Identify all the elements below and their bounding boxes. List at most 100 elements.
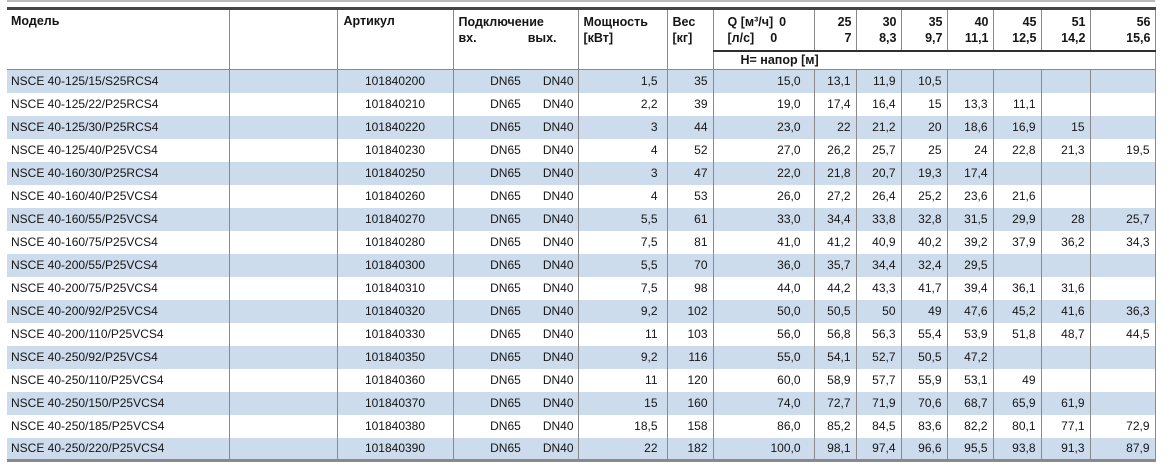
- conn-out-value: DN40: [542, 281, 574, 295]
- connection-cell: DN65 DN40: [453, 345, 579, 369]
- article-cell: 101840230: [337, 138, 454, 162]
- weight-cell: 103: [667, 322, 714, 346]
- connection-outlet-label: вых.: [527, 31, 557, 45]
- table-row: NSCE 40-200/92/P25VCS4 101840320 DN65 DN40 9…: [7, 299, 1156, 323]
- col-header-flow-25: 25 7: [814, 8, 857, 51]
- head-cell: 18,6: [947, 115, 994, 139]
- head-cell: 51,8: [993, 322, 1042, 346]
- flow-ls-value: 14,2: [1061, 31, 1086, 45]
- conn-in-value: DN65: [490, 419, 521, 433]
- head-cell: 37,9: [993, 230, 1042, 254]
- article-cell: 101840310: [337, 276, 454, 300]
- head-cell: 53,9: [947, 322, 994, 346]
- head-cell: 34,4: [814, 207, 857, 231]
- head-cell: 16,4: [856, 92, 902, 116]
- connection-cell: DN65 DN40: [453, 253, 579, 277]
- head-cell: 56,8: [814, 322, 857, 346]
- spacer-cell: [229, 138, 338, 162]
- weight-cell: 182: [667, 437, 714, 461]
- conn-in-value: DN65: [490, 97, 521, 111]
- article-cell: 101840360: [337, 368, 454, 392]
- flow-ls-label: [л/с]: [727, 31, 755, 45]
- head-cell: 27,2: [814, 184, 857, 208]
- flow-ls-value: 9,7: [925, 31, 943, 45]
- head-cell: 36,3: [1090, 299, 1156, 323]
- col-header-power: Мощность [кВт]: [578, 8, 668, 70]
- head-cell: 98,1: [814, 437, 857, 461]
- article-cell: 101840270: [337, 207, 454, 231]
- article-cell: 101840370: [337, 391, 454, 415]
- article-cell: 101840320: [337, 299, 454, 323]
- head-cell: [1090, 115, 1156, 139]
- head-cell: 25: [901, 138, 948, 162]
- conn-in-value: DN65: [490, 120, 521, 134]
- head-cell: 49: [901, 299, 948, 323]
- head-cell: [1090, 368, 1156, 392]
- head-cell: 41,7: [901, 276, 948, 300]
- article-cell: 101840280: [337, 230, 454, 254]
- flow-ls-value: 11,1: [964, 31, 989, 45]
- head-cell: 87,9: [1090, 437, 1156, 461]
- model-cell: NSCE 40-125/15/S25RCS4: [7, 69, 230, 93]
- head-cell: [1090, 276, 1156, 300]
- power-cell: 3: [578, 161, 668, 185]
- weight-cell: 120: [667, 368, 714, 392]
- head-cell: 95,5: [947, 437, 994, 461]
- head-cell: 20,7: [856, 161, 902, 185]
- power-cell: 11: [578, 368, 668, 392]
- model-cell: NSCE 40-250/110/P25VCS4: [7, 368, 230, 392]
- head-cell: 15: [901, 92, 948, 116]
- head-cell: [1090, 161, 1156, 185]
- head-q0-cell: 27,0: [713, 138, 815, 162]
- connection-inlet-label: вх.: [458, 31, 477, 45]
- head-cell: 33,8: [856, 207, 902, 231]
- model-cell: NSCE 40-200/110/P25VCS4: [7, 322, 230, 346]
- head-cell: 13,3: [947, 92, 994, 116]
- connection-label: Подключение: [458, 15, 544, 29]
- head-cell: 49: [993, 368, 1042, 392]
- head-cell: 26,4: [856, 184, 902, 208]
- head-q0-cell: 23,0: [713, 115, 815, 139]
- conn-out-value: DN40: [542, 74, 574, 89]
- connection-cell: DN65 DN40: [453, 69, 579, 93]
- article-cell: 101840350: [337, 345, 454, 369]
- col-header-flow-45: 45 12,5: [993, 8, 1042, 51]
- model-cell: NSCE 40-200/75/P25VCS4: [7, 276, 230, 300]
- flow-m3h-value: 45: [1022, 15, 1037, 29]
- table-row: NSCE 40-125/30/P25RCS4 101840220 DN65 DN40 3…: [7, 115, 1156, 139]
- conn-in-value: DN65: [490, 212, 521, 226]
- head-cell: 21,3: [1041, 138, 1091, 162]
- table-row: NSCE 40-125/40/P25VCS4 101840230 DN65 DN40 4…: [7, 138, 1156, 162]
- head-cell: 40,2: [901, 230, 948, 254]
- model-cell: NSCE 40-160/40/P25VCS4: [7, 184, 230, 208]
- head-cell: 39,4: [947, 276, 994, 300]
- conn-in-value: DN65: [490, 143, 521, 157]
- weight-cell: 98: [667, 276, 714, 300]
- power-cell: 4: [578, 138, 668, 162]
- weight-cell: 44: [667, 115, 714, 139]
- head-cell: 20: [901, 115, 948, 139]
- head-cell: [1041, 253, 1091, 277]
- flow-ls-value: 7: [844, 31, 852, 45]
- head-cell: 41,6: [1041, 299, 1091, 323]
- col-header-article: Артикул: [337, 8, 454, 70]
- model-cell: NSCE 40-125/30/P25RCS4: [7, 115, 230, 139]
- head-q0-cell: 100,0: [713, 437, 815, 461]
- head-cell: 36,2: [1041, 230, 1091, 254]
- col-header-flow-51: 51 14,2: [1041, 8, 1091, 51]
- head-q0-cell: 26,0: [713, 184, 815, 208]
- head-cell: 25,7: [856, 138, 902, 162]
- connection-cell: DN65 DN40: [453, 230, 579, 254]
- model-cell: NSCE 40-250/92/P25VCS4: [7, 345, 230, 369]
- head-cell: [1041, 69, 1091, 93]
- head-cell: 32,4: [901, 253, 948, 277]
- head-cell: 22,8: [993, 138, 1042, 162]
- power-cell: 5,5: [578, 207, 668, 231]
- flow-m3h-value: 51: [1071, 15, 1086, 29]
- head-cell: 47,6: [947, 299, 994, 323]
- head-cell: 39,2: [947, 230, 994, 254]
- head-cell: [1090, 184, 1156, 208]
- head-cell: [947, 69, 994, 93]
- head-cell: [1090, 253, 1156, 277]
- weight-cell: 158: [667, 414, 714, 438]
